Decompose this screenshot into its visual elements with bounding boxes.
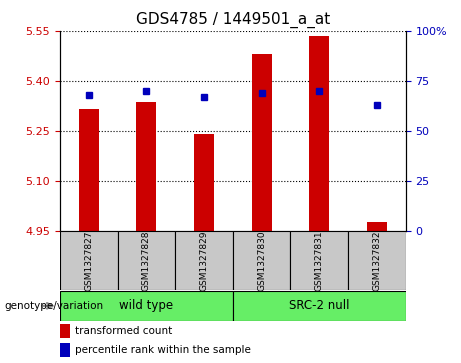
Text: wild type: wild type xyxy=(119,299,173,312)
Bar xyxy=(309,36,329,231)
Text: percentile rank within the sample: percentile rank within the sample xyxy=(76,345,251,355)
Title: GDS4785 / 1449501_a_at: GDS4785 / 1449501_a_at xyxy=(136,12,330,28)
Bar xyxy=(60,324,70,338)
Bar xyxy=(60,343,70,357)
Text: genotype/variation: genotype/variation xyxy=(5,301,104,311)
Bar xyxy=(175,231,233,290)
Text: GSM1327831: GSM1327831 xyxy=(315,230,324,291)
Bar xyxy=(79,109,99,231)
Text: GSM1327828: GSM1327828 xyxy=(142,230,151,291)
Text: SRC-2 null: SRC-2 null xyxy=(289,299,349,312)
Bar xyxy=(367,222,387,231)
Text: GSM1327830: GSM1327830 xyxy=(257,230,266,291)
Bar xyxy=(60,291,233,321)
Bar xyxy=(233,291,406,321)
Text: GSM1327832: GSM1327832 xyxy=(372,230,381,291)
Bar xyxy=(290,231,348,290)
Bar xyxy=(252,54,272,231)
Bar xyxy=(60,231,406,290)
Text: GSM1327829: GSM1327829 xyxy=(200,230,208,291)
Text: GSM1327827: GSM1327827 xyxy=(84,230,93,291)
Bar xyxy=(60,231,118,290)
Bar xyxy=(136,102,156,231)
Bar xyxy=(233,231,290,290)
Bar xyxy=(348,231,406,290)
Text: transformed count: transformed count xyxy=(76,326,173,336)
Bar xyxy=(194,134,214,231)
Bar xyxy=(118,231,175,290)
